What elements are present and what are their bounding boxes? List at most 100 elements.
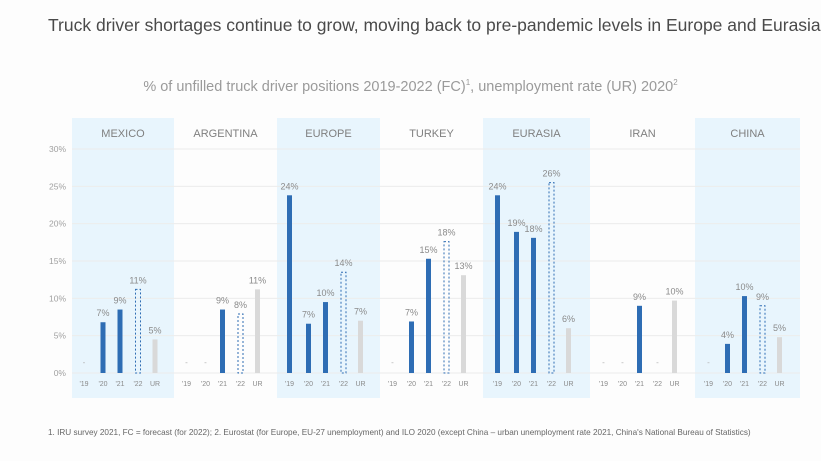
forecast-bar [548,182,555,374]
x-tick-label: '19 [182,381,191,388]
x-tick-label: '20 [201,381,210,388]
subtitle-footnote-ref-2: 2 [673,78,678,87]
actual-bar [637,305,642,373]
x-tick-label: '20 [723,381,732,388]
x-tick-label: '22 [442,381,451,388]
x-tick-label: '21 [424,381,433,388]
unemployment-bar [255,289,260,373]
panel-label-argentina: ARGENTINA [193,128,258,140]
data-label: 26% [542,169,560,179]
actual-bar [426,258,431,373]
data-label: 7% [405,307,418,317]
x-tick-label: '20 [618,381,627,388]
y-tick-label: 0% [54,368,67,378]
x-tick-label: '21 [321,381,330,388]
y-tick-label: 15% [49,256,66,266]
x-tick-label: UR [355,381,365,388]
data-label: 5% [773,323,786,333]
actual-bar [725,343,730,373]
x-tick-label: '20 [98,381,107,388]
data-label: 14% [334,258,352,268]
actual-bar [531,237,536,373]
data-label: 9% [756,292,769,302]
x-tick-label: UR [150,381,160,388]
panel-label-europe: EUROPE [305,128,351,140]
panel-label-turkey: TURKEY [409,128,454,140]
panel-background [483,118,590,398]
actual-bar [287,195,292,373]
forecast-bar [237,313,244,374]
data-label: 10% [665,287,683,297]
panel-background [277,118,380,398]
subtitle-footnote-ref-1: 1 [465,78,471,87]
subtitle-text: % of unfilled truck driver positions 201… [143,78,466,95]
data-label: 15% [419,245,437,255]
actual-bar [100,322,106,373]
data-label: 10% [735,282,753,292]
actual-bar [220,309,225,373]
panel-label-china: CHINA [730,128,765,140]
missing-marker: - [185,358,188,367]
y-tick-label: 30% [49,144,66,154]
data-label: 5% [148,325,161,335]
actual-bar [742,296,747,373]
x-tick-label: '20 [407,381,416,388]
data-label: 7% [302,310,315,320]
missing-marker: - [602,358,605,367]
data-label: 9% [113,296,126,306]
unemployment-bar [672,300,677,373]
data-label: 24% [488,181,506,191]
x-tick-label: '21 [635,381,644,388]
actual-bar [323,302,328,373]
chart-title: Truck driver shortages continue to grow,… [48,15,821,35]
y-tick-label: 5% [54,331,67,341]
data-label: 7% [96,308,109,318]
x-tick-label: UR [458,381,468,388]
x-tick-label: '19 [599,381,608,388]
panel-label-iran: IRAN [629,128,655,140]
x-tick-label: UR [774,381,784,388]
actual-bar [514,231,519,373]
x-tick-label: '19 [493,381,502,388]
data-label: 4% [721,330,734,340]
y-tick-label: 25% [49,181,66,191]
missing-marker: - [83,358,86,367]
x-tick-label: '20 [304,381,313,388]
actual-bar [409,321,414,373]
x-tick-label: '19 [79,381,88,388]
data-label: 18% [524,224,542,234]
panel-label-mexico: MEXICO [101,128,145,140]
unemployment-bar [358,320,363,373]
x-tick-label: '19 [285,381,294,388]
footnote: 1. IRU survey 2021, FC = forecast (for 2… [48,428,751,437]
data-label: 9% [216,296,229,306]
x-tick-label: '22 [758,381,767,388]
data-label: 13% [454,261,472,271]
x-tick-label: '20 [512,381,521,388]
actual-bar [117,309,123,373]
actual-bar [306,323,311,373]
x-tick-label: '21 [740,381,749,388]
x-tick-label: '19 [388,381,397,388]
data-label: 11% [249,275,266,285]
subtitle-text-rest: , unemployment rate (UR) 2020 [470,78,674,95]
data-label: 24% [280,181,298,191]
data-label: 6% [562,314,575,324]
unemployment-bar [152,339,158,373]
x-tick-label: '22 [133,381,142,388]
data-label: 9% [633,292,646,302]
unemployment-bar [566,328,571,373]
panel-background [695,118,800,398]
missing-marker: - [656,358,659,367]
x-tick-label: UR [252,381,262,388]
x-tick-label: '22 [236,381,245,388]
x-tick-label: UR [669,381,679,388]
chart-subtitle: % of unfilled truck driver positions 201… [0,78,821,95]
data-label: 8% [234,300,247,310]
missing-marker: - [204,358,207,367]
data-label: 19% [507,218,525,228]
actual-bar [495,195,500,373]
missing-marker: - [707,358,710,367]
y-tick-label: 10% [49,293,66,303]
